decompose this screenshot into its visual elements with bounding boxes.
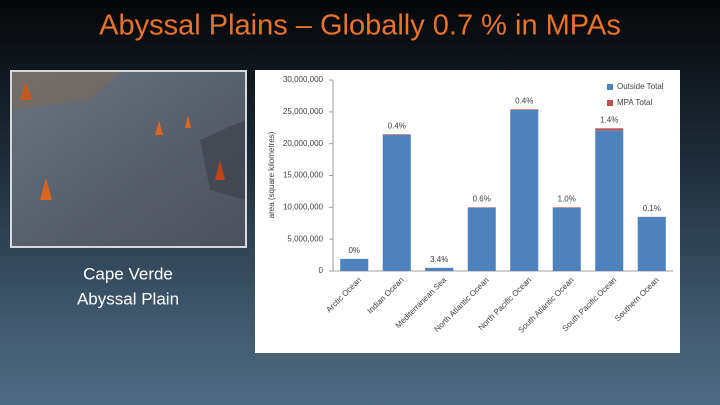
legend-swatch [607, 100, 613, 106]
percent-label: 1.4% [600, 115, 618, 124]
bar-segment [510, 109, 539, 271]
bar-segment [552, 207, 581, 271]
percent-label: 0% [348, 246, 360, 255]
caption-line: Cape Verde [83, 264, 173, 283]
percent-label: 0.1% [643, 204, 661, 213]
photo [10, 70, 247, 248]
percent-label: 3.4% [430, 255, 448, 264]
legend-label: MPA Total [617, 98, 653, 107]
y-tick-label: 10,000,000 [283, 202, 324, 211]
bar-segment [637, 216, 666, 271]
percent-label: 0.4% [388, 121, 406, 130]
bar-segment [340, 258, 369, 271]
percent-label: 1.0% [558, 194, 576, 203]
bar-segment [425, 267, 454, 271]
y-tick-label: 25,000,000 [283, 107, 324, 116]
percent-label: 0.6% [473, 194, 491, 203]
legend-swatch [607, 84, 613, 90]
y-axis-label: area (square kilometres) [267, 131, 276, 218]
legend-label: Outside Total [617, 82, 664, 91]
y-tick-label: 30,000,000 [283, 75, 324, 84]
y-tick-label: 20,000,000 [283, 139, 324, 148]
caption-line: Abyssal Plain [77, 289, 179, 308]
bar-segment [382, 134, 411, 271]
percent-label: 0.4% [515, 96, 533, 105]
y-tick-label: 0 [319, 266, 324, 275]
y-tick-label: 5,000,000 [287, 234, 323, 243]
bar-segment [467, 207, 496, 271]
bar-segment [382, 134, 411, 135]
y-tick-label: 15,000,000 [283, 171, 324, 180]
bar-segment [595, 130, 624, 271]
slide-title: Abyssal Plains – Globally 0.7 % in MPAs [99, 10, 621, 42]
bar-segment [595, 128, 624, 131]
bar-segment [552, 207, 581, 208]
bar-segment [510, 109, 539, 110]
